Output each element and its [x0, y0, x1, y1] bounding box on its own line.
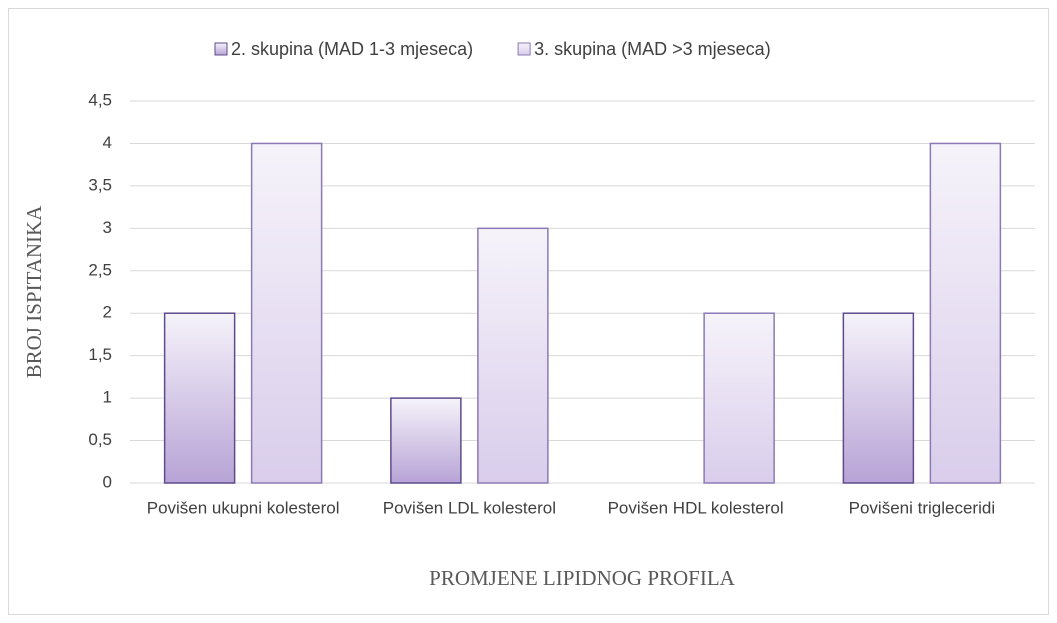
bar: [842, 312, 915, 484]
legend-swatch: [214, 42, 228, 56]
x-tick-label: Povišen HDL kolesterol: [608, 498, 784, 517]
y-axis-title: BROJ ISPITANIKA: [22, 205, 46, 379]
legend-swatch: [517, 42, 531, 56]
bar: [929, 142, 1002, 484]
bar: [703, 312, 775, 484]
bar: [163, 312, 236, 484]
y-tick-label: 4: [103, 133, 112, 152]
y-tick-label: 4,5: [88, 90, 112, 109]
y-tick-label: 1: [103, 388, 112, 407]
y-tick-label: 2: [103, 303, 112, 322]
legend-label: 2. skupina (MAD 1-3 mjeseca): [231, 39, 473, 59]
x-tick-label: Povišen LDL kolesterol: [383, 498, 556, 517]
bar: [390, 397, 462, 484]
y-tick-label: 1,5: [88, 345, 112, 364]
x-tick-label: Povišeni trigleceridi: [849, 498, 995, 517]
x-tick-label: Povišen ukupni kolesterol: [147, 498, 340, 517]
bar: [250, 142, 323, 484]
y-tick-label: 0,5: [88, 430, 112, 449]
y-tick-label: 3,5: [88, 175, 112, 194]
bar: [477, 227, 549, 484]
y-tick-label: 3: [103, 218, 112, 237]
legend-label: 3. skupina (MAD >3 mjeseca): [534, 39, 771, 59]
y-tick-label: 0: [103, 472, 112, 491]
x-axis-title: PROMJENE LIPIDNOG PROFILA: [429, 566, 736, 590]
y-tick-label: 2,5: [88, 260, 112, 279]
